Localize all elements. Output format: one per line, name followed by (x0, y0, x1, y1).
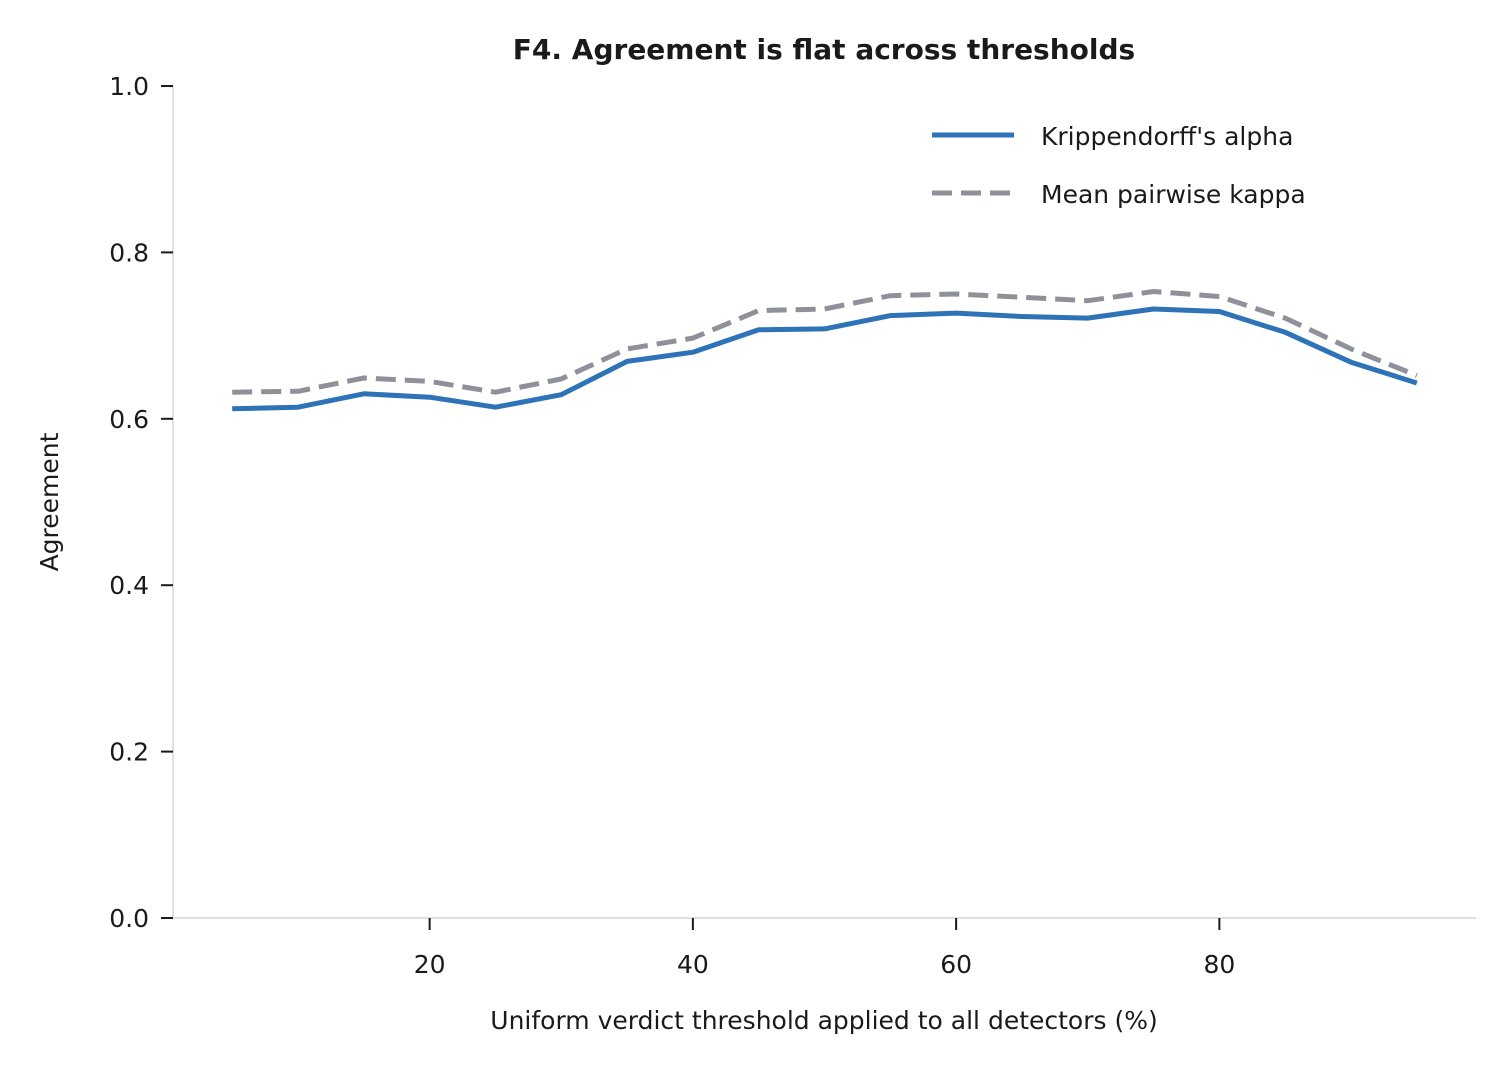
legend: Krippendorff's alpha Mean pairwise kappa (932, 122, 1306, 209)
x-tick-label: 80 (1203, 950, 1235, 979)
x-tick-label: 60 (940, 950, 972, 979)
series-line-krippendorff-alpha (232, 306, 1418, 412)
legend-label-alpha: Krippendorff's alpha (1041, 122, 1293, 151)
y-tick-label: 1.0 (109, 72, 149, 101)
x-ticks: 20 40 60 80 (414, 918, 1235, 979)
chart-title: F4. Agreement is flat across thresholds (513, 33, 1135, 66)
y-tick-label: 0.0 (109, 904, 149, 933)
y-tick-label: 0.6 (109, 405, 149, 434)
y-axis-label: Agreement (35, 432, 64, 571)
axes (172, 86, 1476, 919)
series-group (232, 289, 1418, 412)
x-tick-label: 20 (414, 950, 446, 979)
x-axis-label: Uniform verdict threshold applied to all… (490, 1006, 1157, 1035)
y-tick-label: 0.8 (109, 238, 149, 267)
x-tick-label: 40 (677, 950, 709, 979)
legend-label-kappa: Mean pairwise kappa (1041, 180, 1306, 209)
y-tick-label: 0.4 (109, 571, 149, 600)
series-line-mean-pairwise-kappa (232, 289, 1418, 395)
y-tick-label: 0.2 (109, 738, 149, 767)
y-ticks: 0.0 0.2 0.4 0.6 0.8 1.0 (109, 72, 173, 933)
